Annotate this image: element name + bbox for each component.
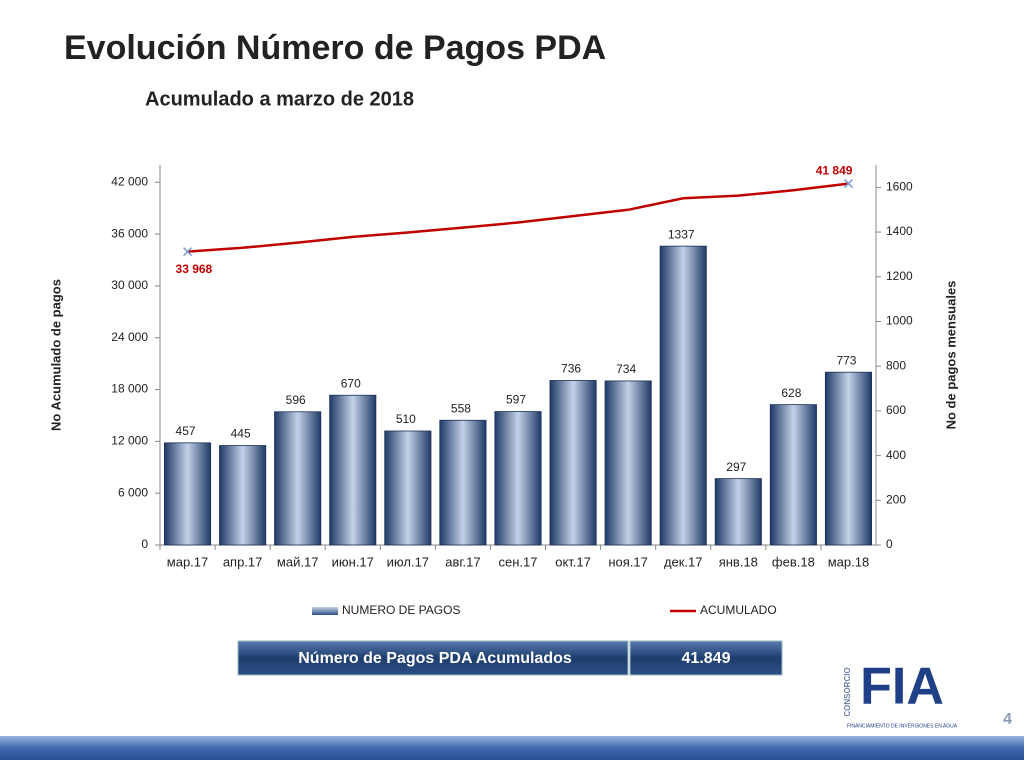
y-tick-label: 42 000 bbox=[111, 174, 148, 188]
y2-tick-label: 600 bbox=[886, 403, 906, 417]
x-tick-label: окт.17 bbox=[555, 554, 591, 569]
x-tick-label: фев.18 bbox=[772, 554, 815, 569]
logo-tagline: FINANCIAMIENTO DE INVERSIONES EN AGUA bbox=[847, 723, 958, 729]
legend-label: NUMERO DE PAGOS bbox=[342, 603, 460, 617]
x-tick-label: мар.17 bbox=[167, 554, 208, 569]
bar-value-label: 773 bbox=[836, 353, 856, 367]
x-tick-label: ноя.17 bbox=[608, 554, 648, 569]
x-tick-label: май.17 bbox=[277, 554, 319, 569]
summary-label: Número de Pagos PDA Acumulados bbox=[298, 650, 572, 667]
y-tick-label: 36 000 bbox=[111, 226, 148, 240]
summary-label-cell bbox=[237, 640, 629, 676]
y2-axis-label: No de pagos mensuales bbox=[943, 281, 958, 430]
bar-value-label: 596 bbox=[286, 393, 306, 407]
bar bbox=[219, 445, 267, 546]
bar-value-label: 297 bbox=[726, 460, 746, 474]
subtitle: Acumulado a marzo de 2018 bbox=[145, 88, 414, 110]
bar-value-label: 1337 bbox=[668, 227, 695, 241]
bar bbox=[329, 394, 377, 546]
y-tick-label: 0 bbox=[141, 537, 148, 551]
bar bbox=[549, 380, 597, 546]
summary-box: Número de Pagos PDA Acumulados 41.849 bbox=[237, 640, 783, 676]
line-value-label: 41 849 bbox=[816, 164, 853, 178]
page-number: 4 bbox=[1003, 711, 1012, 728]
x-tick-label: июл.17 bbox=[387, 554, 429, 569]
bar-value-label: 736 bbox=[561, 362, 581, 376]
line-marker bbox=[843, 179, 853, 189]
bar bbox=[164, 442, 212, 546]
y-tick-label: 6 000 bbox=[118, 485, 148, 499]
y-tick-label: 18 000 bbox=[111, 382, 148, 396]
bar bbox=[274, 411, 322, 546]
logo-name: FIA bbox=[860, 658, 944, 716]
summary-value-cell bbox=[629, 640, 783, 676]
title: Evolución Número de Pagos PDA bbox=[64, 29, 606, 67]
bar bbox=[714, 478, 762, 546]
bar-value-label: 734 bbox=[616, 362, 636, 376]
footer-bar bbox=[0, 736, 1024, 760]
legend-swatch bbox=[312, 607, 338, 615]
bar bbox=[494, 411, 542, 546]
bar-value-label: 670 bbox=[341, 376, 361, 390]
y2-tick-label: 800 bbox=[886, 358, 906, 372]
x-tick-label: янв.18 bbox=[719, 554, 758, 569]
x-tick-label: июн.17 bbox=[332, 554, 374, 569]
bar bbox=[604, 380, 652, 546]
bar-value-label: 457 bbox=[176, 424, 196, 438]
y2-tick-label: 1400 bbox=[886, 224, 913, 238]
bar bbox=[769, 404, 817, 546]
y2-tick-label: 400 bbox=[886, 448, 906, 462]
summary-value: 41.849 bbox=[682, 650, 731, 667]
y2-tick-label: 1000 bbox=[886, 314, 913, 328]
y-tick-label: 30 000 bbox=[111, 278, 148, 292]
line-marker bbox=[183, 247, 193, 257]
y-axis-label: No Acumulado de pagos bbox=[48, 279, 63, 431]
bar-value-label: 510 bbox=[396, 412, 416, 426]
logo: CONSORCIO FIA FINANCIAMIENTO DE INVERSIO… bbox=[843, 658, 958, 730]
bar bbox=[659, 245, 707, 546]
bar bbox=[439, 419, 487, 546]
x-tick-label: мар.18 bbox=[828, 554, 869, 569]
x-tick-label: сен.17 bbox=[499, 554, 538, 569]
x-tick-label: дек.17 bbox=[664, 554, 703, 569]
bar bbox=[824, 371, 872, 546]
y2-tick-label: 1200 bbox=[886, 269, 913, 283]
legend-label: ACUMULADO bbox=[700, 603, 777, 617]
x-tick-label: апр.17 bbox=[223, 554, 263, 569]
line-value-label: 33 968 bbox=[176, 262, 213, 276]
y2-tick-label: 200 bbox=[886, 492, 906, 506]
bar bbox=[384, 430, 432, 546]
bar-value-label: 628 bbox=[781, 386, 801, 400]
line bbox=[187, 182, 849, 253]
y2-tick-label: 0 bbox=[886, 537, 893, 551]
bar-value-label: 558 bbox=[451, 401, 471, 415]
bar-value-label: 445 bbox=[231, 427, 251, 441]
y2-tick-label: 1600 bbox=[886, 180, 913, 194]
bar-value-label: 597 bbox=[506, 393, 526, 407]
y-tick-label: 24 000 bbox=[111, 330, 148, 344]
x-tick-label: авг.17 bbox=[445, 554, 480, 569]
logo-top: CONSORCIO bbox=[843, 667, 852, 716]
y-tick-label: 12 000 bbox=[111, 434, 148, 448]
